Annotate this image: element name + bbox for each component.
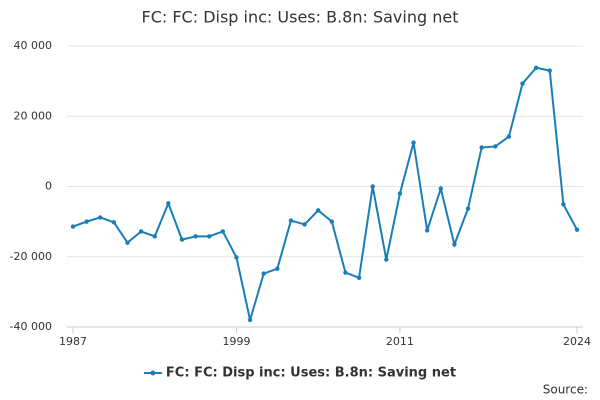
point: [193, 234, 198, 239]
point: [438, 186, 443, 191]
point: [465, 206, 471, 211]
point: [111, 220, 117, 225]
point: [247, 317, 253, 323]
point: [288, 218, 294, 223]
point: [166, 201, 171, 206]
point: [220, 229, 226, 234]
point: [125, 240, 130, 245]
series-line: [72, 66, 578, 321]
point: [493, 144, 498, 149]
x-tick-label: 1999: [222, 335, 250, 348]
legend-swatch-dot: [150, 370, 156, 376]
point: [370, 184, 375, 189]
point: [356, 275, 362, 281]
point: [547, 68, 552, 73]
point: [302, 222, 307, 227]
point: [533, 65, 539, 70]
legend-label: FC: FC: Disp inc: Uses: B.8n: Saving net: [166, 366, 456, 381]
x-tick-label: 2011: [386, 335, 414, 348]
point: [138, 229, 144, 234]
point: [207, 234, 212, 239]
y-tick-label: -20 000: [10, 250, 52, 263]
point: [384, 257, 389, 262]
point: [70, 224, 76, 229]
point: [275, 266, 280, 271]
point: [520, 81, 525, 86]
point: [574, 227, 580, 232]
y-tick-label: -40 000: [10, 320, 52, 333]
point: [179, 237, 185, 242]
y-tick-label: 0: [45, 180, 52, 193]
point: [261, 271, 266, 276]
point: [315, 208, 321, 213]
point: [506, 134, 512, 139]
point: [397, 191, 403, 196]
x-tick-label: 1987: [59, 335, 87, 348]
point: [343, 270, 348, 275]
point: [84, 219, 89, 224]
source: Source:: [543, 383, 588, 397]
chart-title: FC: FC: Disp inc: Uses: B.8n: Saving net: [142, 8, 459, 27]
point: [424, 228, 430, 233]
point: [452, 242, 457, 247]
point: [152, 234, 157, 239]
x-tick-label: 2024: [563, 335, 591, 348]
y-tick-label: 20 000: [14, 109, 53, 122]
point: [329, 219, 335, 224]
point: [561, 202, 566, 207]
y-tick-label: 40 000: [14, 39, 53, 52]
point: [98, 215, 103, 220]
point: [234, 255, 239, 260]
point: [411, 140, 416, 145]
point: [479, 145, 484, 150]
